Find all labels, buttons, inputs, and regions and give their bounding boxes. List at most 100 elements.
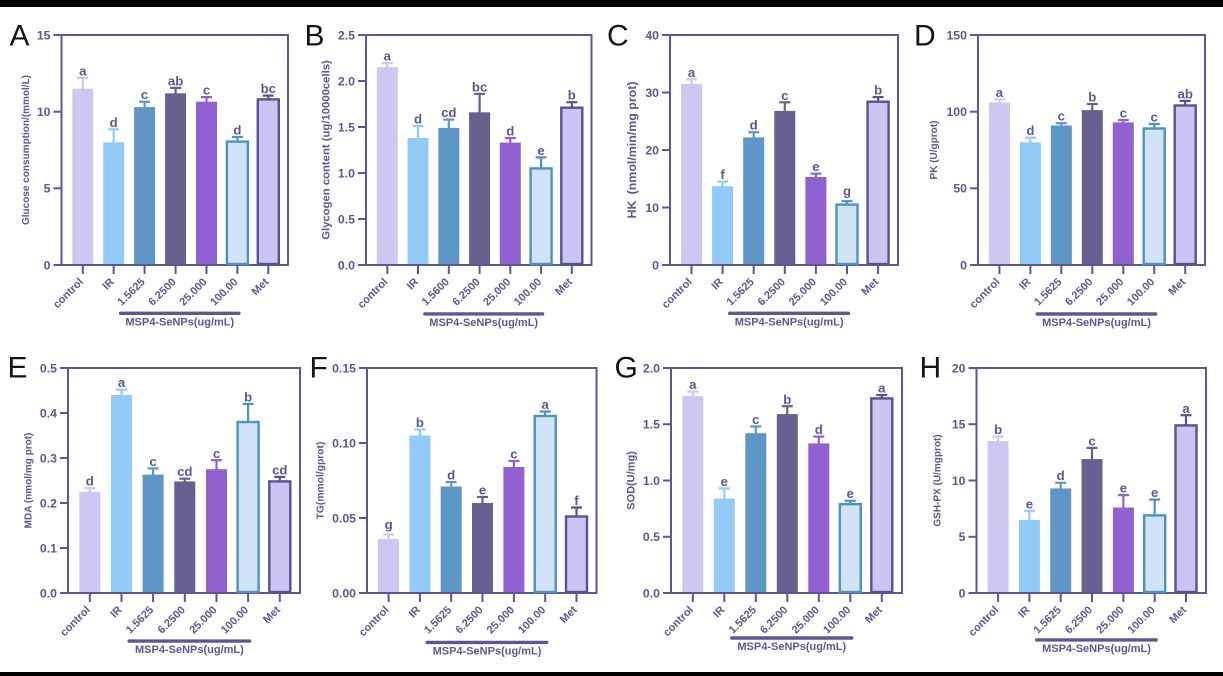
svg-text:20: 20 [645,143,659,157]
svg-text:G: G [615,352,638,385]
svg-text:d: d [233,123,241,138]
svg-text:0.05: 0.05 [332,511,356,525]
svg-text:ab: ab [168,73,183,88]
svg-text:0.0: 0.0 [643,586,660,600]
svg-text:cd: cd [177,464,192,479]
svg-text:c: c [1151,109,1158,124]
svg-text:ab: ab [1178,86,1193,101]
svg-text:d: d [750,118,758,133]
svg-text:10: 10 [645,201,659,215]
svg-text:0.4: 0.4 [40,406,57,420]
svg-text:bc: bc [472,79,487,94]
svg-text:Glucose consumption/(mmol/L): Glucose consumption/(mmol/L) [21,75,32,225]
svg-text:e: e [479,483,486,498]
svg-text:0.15: 0.15 [332,361,356,375]
svg-text:c: c [510,447,517,462]
svg-text:cd: cd [441,105,456,120]
svg-text:a: a [878,381,886,396]
svg-text:150: 150 [946,28,967,42]
svg-text:c: c [1088,433,1095,448]
svg-text:100: 100 [946,105,967,119]
svg-text:PK (U/gprot): PK (U/gprot) [929,121,940,180]
svg-text:MSP4-SeNPs(ug/mL): MSP4-SeNPs(ug/mL) [1042,317,1151,329]
svg-text:b: b [874,83,882,98]
svg-text:0.5: 0.5 [40,361,57,375]
svg-text:c: c [141,87,148,102]
svg-text:10: 10 [952,474,966,488]
svg-text:a: a [688,65,696,80]
svg-text:b: b [416,415,424,430]
svg-text:D: D [914,20,936,53]
svg-text:d: d [1057,468,1065,483]
svg-text:d: d [110,115,118,130]
svg-text:SOD(U/mg): SOD(U/mg) [625,451,637,510]
svg-text:20: 20 [952,361,966,375]
svg-text:F: F [310,352,328,385]
svg-text:d: d [86,474,94,489]
svg-text:5: 5 [959,530,966,544]
svg-text:c: c [203,83,210,98]
svg-text:a: a [384,49,392,64]
svg-text:2.5: 2.5 [338,28,355,42]
svg-text:1.5: 1.5 [643,418,660,432]
svg-text:c: c [1058,109,1065,124]
svg-text:c: c [149,454,156,469]
svg-text:0: 0 [652,258,659,272]
svg-text:0.5: 0.5 [643,530,660,544]
svg-text:b: b [1088,90,1096,105]
svg-text:MDA (nmol/mg prot): MDA (nmol/mg prot) [24,433,35,529]
svg-text:0.2: 0.2 [40,496,57,510]
svg-text:b: b [244,390,252,405]
svg-text:1.0: 1.0 [338,166,355,180]
svg-text:1.0: 1.0 [643,474,660,488]
svg-text:B: B [305,20,325,53]
svg-text:15: 15 [952,418,966,432]
svg-text:MSP4-SeNPs(ug/mL): MSP4-SeNPs(ug/mL) [433,645,542,657]
svg-text:2.0: 2.0 [338,74,355,88]
svg-text:a: a [996,85,1004,100]
svg-text:0.5: 0.5 [338,212,355,226]
svg-text:MSP4-SeNPs(ug/mL): MSP4-SeNPs(ug/mL) [125,316,234,328]
svg-text:MSP4-SeNPs(ug/mL): MSP4-SeNPs(ug/mL) [735,316,844,328]
svg-text:H: H [920,352,942,385]
svg-text:2.0: 2.0 [643,361,660,375]
svg-text:0: 0 [44,258,51,272]
svg-text:0.0: 0.0 [40,586,57,600]
svg-text:d: d [506,124,514,139]
svg-text:15: 15 [37,28,51,42]
svg-text:MSP4-SeNPs(ug/mL): MSP4-SeNPs(ug/mL) [429,317,538,329]
svg-text:g: g [385,517,393,532]
svg-text:c: c [752,412,759,427]
svg-text:30: 30 [645,86,659,100]
svg-text:a: a [542,397,550,412]
svg-text:0.0: 0.0 [338,258,355,272]
svg-text:0.1: 0.1 [40,541,57,555]
svg-text:5: 5 [44,182,51,196]
svg-text:MSP4-SeNPs(ug/mL): MSP4-SeNPs(ug/mL) [1042,643,1151,655]
svg-text:0: 0 [959,586,966,600]
svg-text:0.00: 0.00 [332,586,356,600]
svg-text:a: a [1182,401,1190,416]
svg-text:d: d [447,468,455,483]
svg-text:c: c [781,88,788,103]
svg-text:e: e [1026,496,1033,511]
svg-text:e: e [1120,481,1127,496]
svg-text:e: e [1151,485,1158,500]
svg-text:E: E [8,352,28,385]
svg-text:10: 10 [37,105,51,119]
svg-text:0.3: 0.3 [40,451,57,465]
svg-text:a: a [118,375,126,390]
svg-text:e: e [812,159,819,174]
svg-text:e: e [537,143,544,158]
svg-text:d: d [815,422,823,437]
svg-text:40: 40 [645,28,659,42]
svg-text:GSH-PX (U/mgprot): GSH-PX (U/mgprot) [933,434,944,526]
svg-text:b: b [994,422,1002,437]
svg-text:e: e [847,486,854,501]
svg-text:C: C [607,20,629,53]
svg-text:TG(mmol/gprot): TG(mmol/gprot) [316,442,327,520]
svg-text:a: a [689,377,697,392]
svg-text:A: A [10,20,30,53]
svg-text:bc: bc [261,81,276,96]
svg-text:a: a [79,63,87,78]
